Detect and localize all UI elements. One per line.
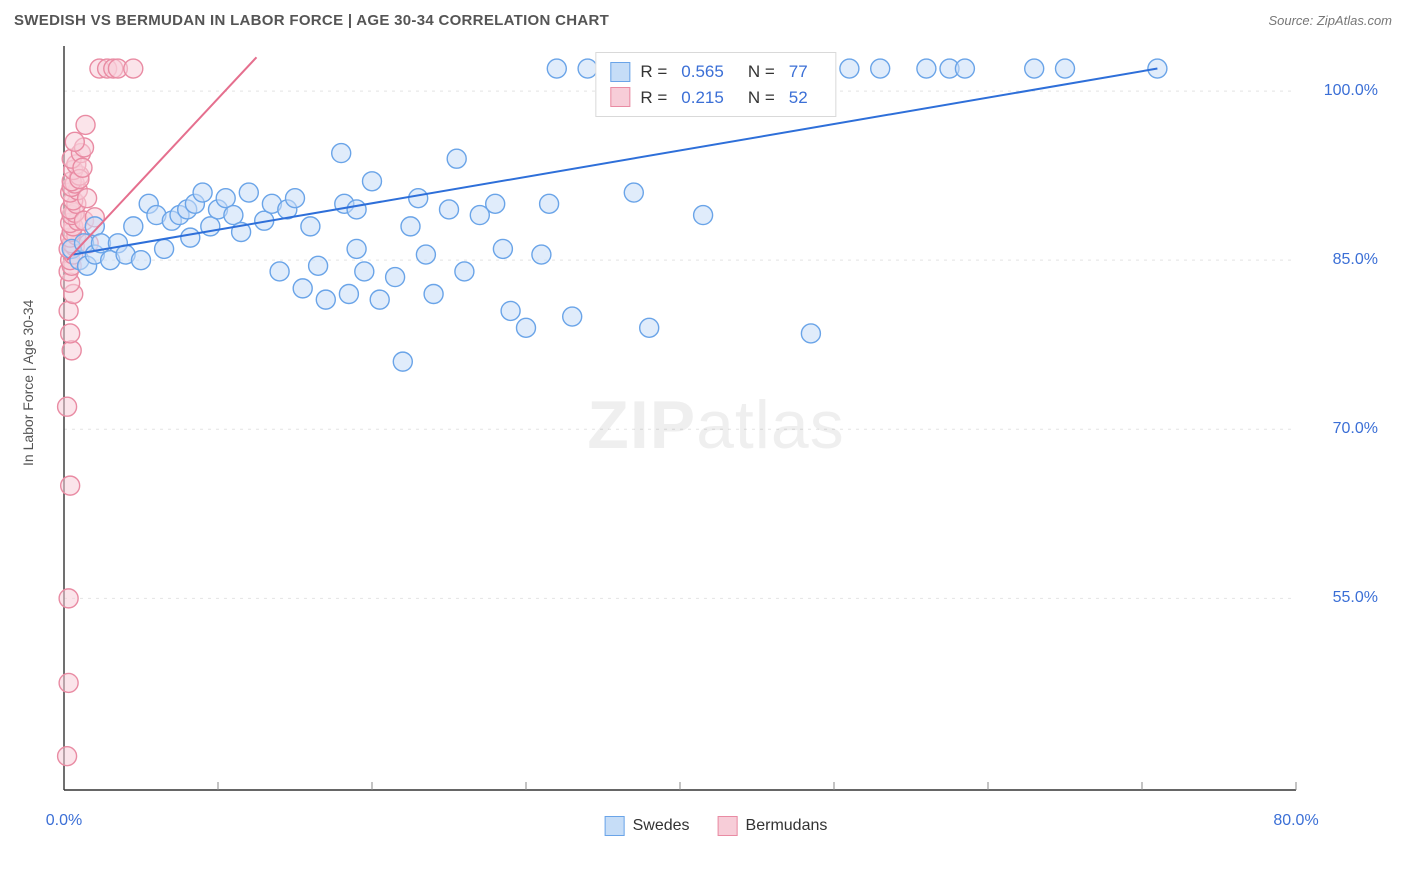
legend-swatch-swedes xyxy=(605,816,625,836)
swatch-bermudans xyxy=(610,87,630,107)
legend-label-swedes: Swedes xyxy=(633,817,690,835)
chart-source: Source: ZipAtlas.com xyxy=(1268,13,1392,28)
legend-item-bermudans: Bermudans xyxy=(718,816,828,836)
chart-container: SWEDISH VS BERMUDAN IN LABOR FORCE | AGE… xyxy=(0,0,1406,892)
r-label: R = xyxy=(640,85,667,111)
title-bar: SWEDISH VS BERMUDAN IN LABOR FORCE | AGE… xyxy=(0,0,1406,40)
legend-label-bermudans: Bermudans xyxy=(746,817,828,835)
plot-svg xyxy=(56,46,1376,836)
r-value-bermudans: 0.215 xyxy=(681,85,724,111)
n-value-bermudans: 52 xyxy=(789,85,808,111)
y-axis-label: In Labor Force | Age 30-34 xyxy=(20,300,36,466)
chart-title: SWEDISH VS BERMUDAN IN LABOR FORCE | AGE… xyxy=(14,12,609,29)
y-axis-label-wrap: In Labor Force | Age 30-34 xyxy=(20,46,50,836)
n-value-swedes: 77 xyxy=(789,59,808,85)
r-label: R = xyxy=(640,59,667,85)
r-value-swedes: 0.565 xyxy=(681,59,724,85)
series-legend: Swedes Bermudans xyxy=(605,816,828,836)
correlation-row-bermudans: R = 0.215 N = 52 xyxy=(610,85,821,111)
series-bermudans xyxy=(58,59,143,766)
n-label: N = xyxy=(748,85,775,111)
swatch-swedes xyxy=(610,62,630,82)
axis-layer xyxy=(64,46,1296,790)
correlation-row-swedes: R = 0.565 N = 77 xyxy=(610,59,821,85)
legend-swatch-bermudans xyxy=(718,816,738,836)
grid-layer xyxy=(64,91,1296,598)
n-label: N = xyxy=(748,59,775,85)
plot-area: ZIPatlas R = 0.565 N = 77 R = 0.215 N = … xyxy=(56,46,1376,836)
correlation-legend: R = 0.565 N = 77 R = 0.215 N = 52 xyxy=(595,52,836,117)
legend-item-swedes: Swedes xyxy=(605,816,690,836)
